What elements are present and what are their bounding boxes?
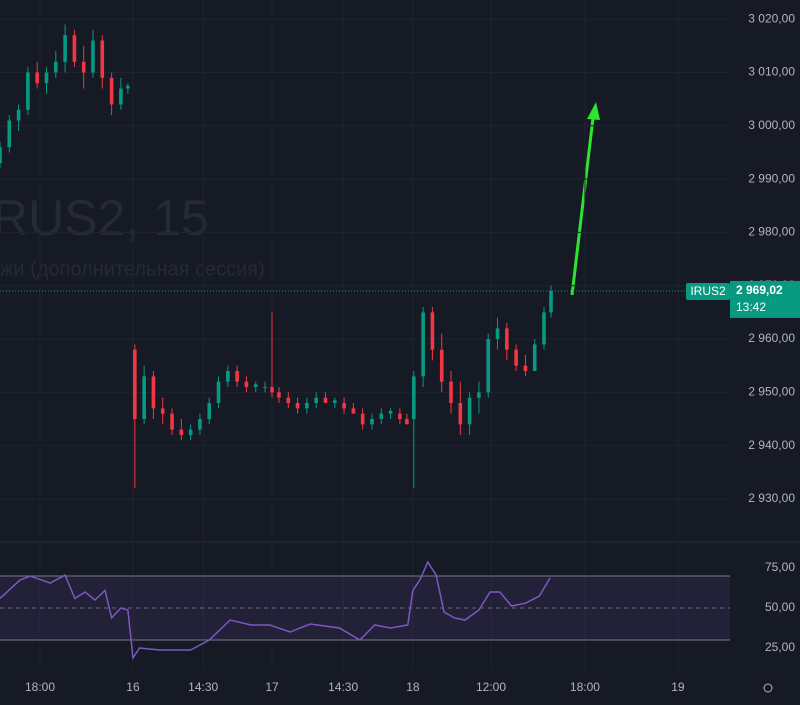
candle-body	[430, 312, 435, 350]
x-tick-label: 14:30	[188, 680, 218, 694]
candle-body	[323, 397, 328, 404]
candle-body	[412, 376, 416, 419]
candle-body	[542, 312, 546, 345]
y-tick-label: 2 960,00	[748, 331, 795, 345]
candle-body	[405, 418, 409, 425]
rsi-line	[0, 560, 551, 661]
candle-body	[198, 418, 202, 430]
candle-body	[458, 403, 463, 425]
candle-body	[253, 384, 258, 388]
y-tick-label: 75,00	[765, 560, 795, 574]
candle-body	[514, 349, 518, 366]
x-tick-label: 14:30	[328, 680, 358, 694]
candle-body	[467, 397, 472, 425]
time-label: 13:42	[736, 300, 766, 314]
candle-body	[151, 376, 156, 409]
candle-body	[109, 77, 114, 105]
x-tick-label: 16	[126, 680, 140, 694]
symbol-box	[686, 282, 730, 300]
arrow-line	[570, 117, 595, 296]
candle-body	[216, 381, 221, 404]
candle-body	[35, 72, 39, 84]
settings-circle[interactable]	[763, 683, 773, 693]
candle-body	[133, 349, 137, 419]
candle-body	[72, 35, 77, 62]
candle-body	[295, 403, 300, 409]
candle-body	[549, 290, 553, 313]
candle-body	[170, 413, 174, 430]
price-label: 2 969,02	[736, 283, 783, 297]
y-tick-label: 2 990,00	[748, 171, 795, 185]
candle-body	[142, 376, 146, 419]
candle-body	[263, 387, 267, 389]
candle-body	[44, 72, 49, 84]
candle-body	[277, 392, 281, 398]
y-tick-label: 2 950,00	[748, 385, 795, 399]
candle-body	[505, 328, 509, 350]
candle-body	[126, 85, 130, 89]
candle-body	[351, 408, 356, 414]
y-tick-label: 2 930,00	[748, 491, 795, 505]
x-tick-label: 12:00	[476, 680, 506, 694]
y-tick-label: 25,00	[765, 640, 795, 654]
x-tick-label: 18:00	[570, 680, 600, 694]
candle-body	[439, 349, 444, 382]
candle-body	[188, 429, 193, 435]
watermark-session: жи (дополнительная сессия)	[0, 258, 265, 280]
x-tick-label: 19	[671, 680, 685, 694]
y-tick-label: 50,00	[765, 600, 795, 614]
y-tick-label: 3 020,00	[748, 11, 795, 25]
candle-body	[244, 381, 249, 388]
candle-body	[342, 403, 346, 409]
y-tick-label: 2 940,00	[748, 438, 795, 452]
symbol-label: IRUS2	[690, 284, 726, 298]
candle-body	[421, 312, 425, 377]
candle-body	[179, 429, 184, 435]
candle-body	[270, 387, 274, 393]
watermark-symbol: RUS2, 15	[0, 190, 209, 246]
x-tick-label: 17	[265, 680, 279, 694]
candle-body	[53, 61, 58, 73]
drawn-arrow	[570, 102, 600, 296]
candle-body	[207, 403, 212, 419]
candle-body	[477, 392, 481, 398]
candle-body	[523, 365, 528, 372]
candle-body	[0, 147, 2, 164]
candle-body	[16, 109, 21, 121]
x-tick-label: 18:00	[25, 680, 55, 694]
y-tick-label: 2 980,00	[748, 225, 795, 239]
candle-body	[532, 344, 537, 372]
candle-body	[332, 400, 337, 404]
candle-body	[160, 408, 165, 414]
candle-body	[81, 61, 86, 73]
candle-body	[91, 40, 95, 73]
candle-body	[226, 371, 230, 382]
candle-body	[495, 328, 500, 340]
candle-body	[449, 381, 453, 404]
arrow-head	[587, 102, 600, 120]
candle-body	[360, 413, 365, 425]
price-box	[730, 280, 800, 318]
settings-icon[interactable]	[763, 683, 773, 693]
candle-body	[7, 120, 12, 148]
candle-body	[286, 397, 291, 404]
candle-body	[379, 413, 384, 419]
candle-body	[63, 35, 67, 62]
candle-body	[119, 88, 123, 105]
candle-body	[100, 40, 105, 78]
candle-body	[486, 339, 491, 393]
candle-body	[370, 418, 374, 425]
candle-body	[305, 403, 309, 409]
candle-body	[314, 397, 318, 404]
candle-body	[26, 72, 30, 110]
y-tick-label: 3 010,00	[748, 65, 795, 79]
candle-body	[235, 371, 239, 382]
x-tick-label: 18	[406, 680, 420, 694]
candle-body	[388, 410, 393, 414]
candle-body	[398, 413, 402, 419]
y-tick-label: 3 000,00	[748, 118, 795, 132]
